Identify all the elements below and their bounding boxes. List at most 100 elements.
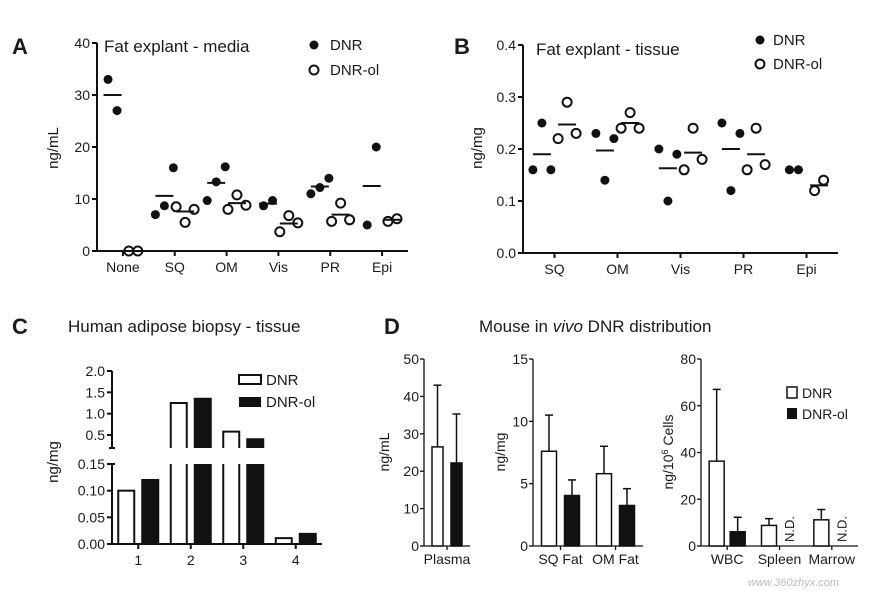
panel-d1-xtick-label: Plasma — [424, 551, 471, 567]
panel-label-b: B — [454, 34, 470, 59]
panel-a-xtick-label: Epi — [372, 259, 392, 275]
panel-d2-bar-dnr — [595, 472, 613, 547]
panel-b-xtick-label: SQ — [544, 261, 564, 277]
panel-d3-ytick-label: 80 — [680, 351, 696, 367]
panel-b-point-dnr — [735, 128, 745, 138]
panel-a-point-dnr-ol — [179, 216, 191, 228]
panel-d3-ylabel-sup: 6 — [660, 449, 670, 454]
panel-d1-ylabel: ng/mL — [376, 432, 392, 471]
panel-a-point-dnr — [211, 177, 221, 187]
panel-c-bar-dnr — [117, 489, 136, 545]
panel-c-bar-dnr-ol-upper — [246, 438, 265, 448]
panel-b-point-dnr-ol — [615, 122, 627, 134]
panel-c-xtick-label: 3 — [239, 552, 247, 568]
panel-d3-nd-label: N.D. — [782, 516, 797, 542]
panel-b-point-dnr-ol — [750, 122, 762, 134]
panel-b-point-dnr — [717, 118, 727, 128]
panel-a-point-dnr-ol — [188, 203, 200, 215]
panel-c-bar-dnr-lower — [169, 464, 188, 545]
legend-d-dnrol-label: DNR-ol — [802, 406, 848, 422]
panel-d1-ytick-label: 0 — [411, 538, 419, 554]
panel-a-point-dnr — [371, 142, 381, 152]
panel-b-point-dnr — [654, 144, 664, 154]
panel-a-point-dnr-ol — [222, 203, 234, 215]
panel-d2-xtick-label: OM Fat — [592, 551, 639, 567]
panel-d1-ytick-label: 30 — [403, 426, 419, 442]
panel-c-bar-dnr-ol-lower — [193, 464, 212, 545]
panel-c-ytick-label: 1.5 — [86, 384, 106, 400]
panel-a-point-dnr — [168, 163, 178, 173]
panel-b-ytick-label: 0.3 — [497, 89, 517, 105]
panel-b-point-dnr-ol — [633, 122, 645, 134]
panel-a-point-dnr — [150, 210, 160, 220]
panel-d3-nd-label: N.D. — [834, 516, 849, 542]
legend-a-dnrol-marker — [308, 64, 320, 76]
legend-d-dnr-swatch — [786, 386, 798, 399]
panel-d3-xtick-label: Spleen — [758, 551, 802, 567]
panel-c-ytick-label: 0.10 — [78, 483, 105, 499]
panel-b-point-dnr-ol — [561, 96, 573, 108]
panel-c-ytick-label: 0.15 — [78, 456, 105, 472]
legend-b-dnr-marker — [755, 35, 765, 45]
panel-a-point-dnr — [220, 162, 230, 172]
panel-c-ytick-label: 0.05 — [78, 509, 105, 525]
panel-d3-ytick-label: 40 — [680, 445, 696, 461]
panel-label-d: D — [384, 314, 400, 339]
panel-b-ytick-label: 0.1 — [497, 193, 517, 209]
panel-b-point-dnr-ol — [624, 107, 636, 119]
panel-a-point-dnr-ol — [231, 189, 243, 201]
panel-b-point-dnr — [726, 186, 736, 196]
panel-c-title: Human adipose biopsy - tissue — [68, 317, 300, 336]
legend-c-dnr-swatch — [238, 374, 262, 385]
panel-d-title-suffix: DNR distribution — [583, 317, 712, 336]
panel-a-point-dnr — [324, 173, 334, 183]
panel-a-ytick-label: 40 — [74, 35, 90, 51]
panel-d1-ytick-label: 20 — [403, 463, 419, 479]
panel-c-bar-dnr — [274, 537, 293, 546]
panel-a-point-dnr-ol — [382, 215, 394, 227]
panel-c-bar-dnr-ol — [141, 479, 160, 545]
panel-c-ylabel: ng/mg — [45, 441, 62, 483]
panel-d2-ylabel: ng/mg — [492, 433, 508, 472]
panel-b-title: Fat explant - tissue — [536, 40, 680, 59]
panel-b-xtick-label: Vis — [671, 261, 690, 277]
panel-d-title: Mouse in vivo DNR distribution — [479, 317, 711, 336]
panel-d3-xtick-label: Marrow — [808, 551, 856, 567]
panel-b-point-dnr-ol — [570, 127, 582, 139]
panel-a-point-dnr-ol — [283, 210, 295, 222]
legend-d-dnrol-swatch — [787, 408, 797, 419]
panel-a-point-dnr-ol — [344, 214, 356, 226]
panel-d2-ytick-label: 15 — [512, 351, 528, 367]
panel-d2-ytick-label: 5 — [520, 476, 528, 492]
panel-a-point-dnr-ol — [391, 213, 403, 225]
panel-a-title: Fat explant - media — [104, 37, 250, 56]
legend-b-dnr-label: DNR — [773, 32, 806, 49]
panel-b-point-dnr-ol — [759, 159, 771, 171]
panel-d2-ytick-label: 10 — [512, 413, 528, 429]
panel-b-ytick-label: 0.2 — [497, 141, 517, 157]
legend-c-dnr-label: DNR — [266, 372, 299, 389]
panel-b-ytick-label: 0.4 — [497, 37, 517, 53]
panel-a-point-dnr — [112, 106, 122, 116]
panel-d2-bar-dnr-ol — [618, 504, 636, 547]
panel-b-point-dnr — [600, 175, 610, 185]
panel-a-point-dnr — [259, 201, 269, 211]
panel-d1-bar-dnr — [431, 446, 444, 547]
panel-a-ytick-label: 30 — [74, 87, 90, 103]
panel-b-point-dnr — [663, 196, 673, 206]
panel-a-ytick-label: 0 — [82, 243, 90, 259]
panel-d1-ytick-label: 50 — [403, 351, 419, 367]
panel-d3-ylabel-main: ng/10 — [660, 454, 676, 489]
panel-d1-axes — [423, 359, 470, 547]
panel-label-a: A — [12, 34, 28, 59]
panel-d3-ytick-label: 0 — [688, 538, 696, 554]
panel-d-title-italic: vivo — [553, 317, 583, 336]
panel-b-xtick-label: Epi — [796, 261, 816, 277]
legend-c-dnrol-swatch — [239, 397, 261, 407]
legend-c-dnrol-label: DNR-ol — [266, 394, 315, 411]
panel-b-point-dnr-ol — [741, 164, 753, 176]
panel-b-ytick-label: 0.0 — [497, 245, 517, 261]
panel-d2-xtick-label: SQ Fat — [538, 551, 582, 567]
legend-d-dnr-label: DNR — [802, 385, 832, 401]
